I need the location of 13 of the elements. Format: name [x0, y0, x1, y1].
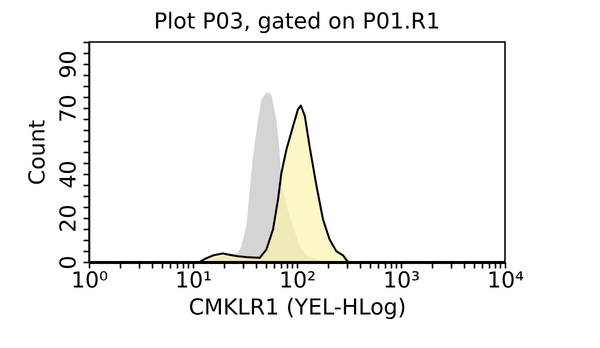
y-tick-label: 90 [56, 50, 82, 78]
y-tick-label: 20 [56, 204, 82, 232]
y-tick-label: 40 [56, 160, 82, 188]
x-tick-label: 10¹ [175, 268, 212, 294]
x-tick-label: 10² [279, 268, 316, 294]
chart-title: Plot P03, gated on P01.R1 [154, 9, 440, 34]
y-tick-label: 70 [56, 94, 82, 122]
y-tick-label: 0 [56, 256, 82, 270]
x-axis-title: CMKLR1 (YEL-HLog) [188, 296, 406, 320]
y-axis-title: Count [26, 119, 50, 186]
x-tick-label: 10³ [383, 268, 420, 294]
x-tick-label: 10⁰ [71, 268, 108, 294]
x-tick-label: 10⁴ [487, 268, 524, 294]
